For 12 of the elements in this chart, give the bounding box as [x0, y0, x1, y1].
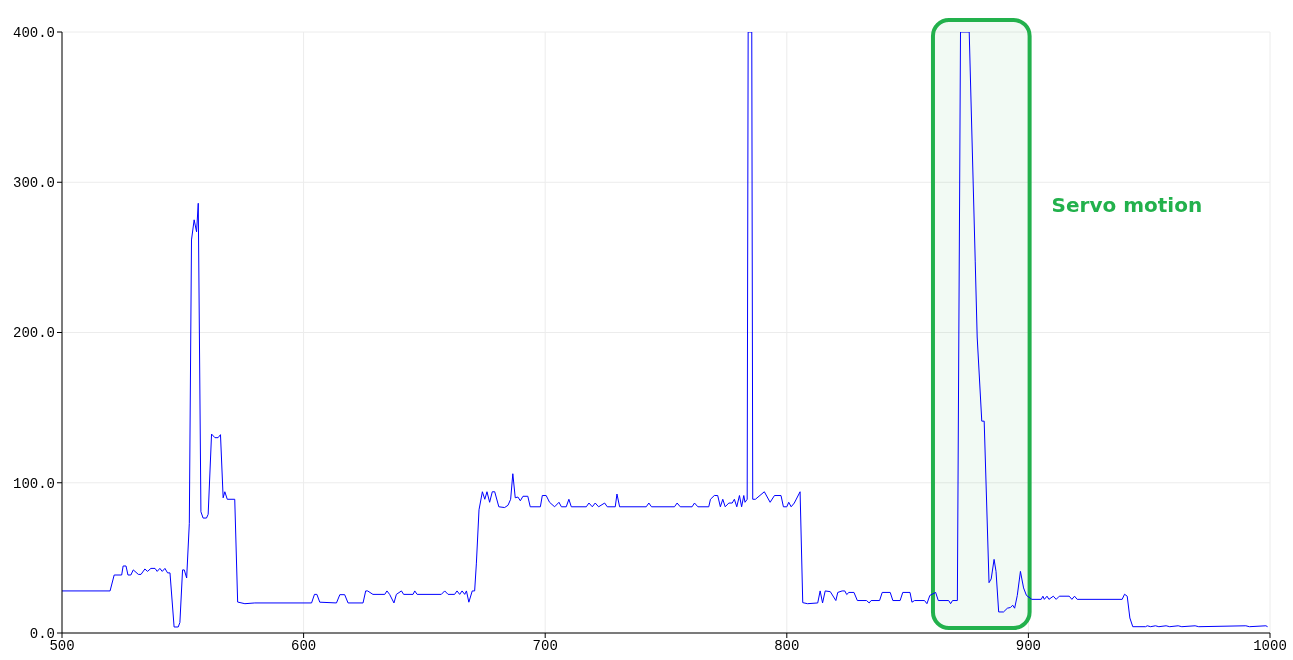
y-tick-label: 200.0 [12, 325, 55, 342]
x-tick-label: 900 [1015, 637, 1042, 654]
band-label: Servo motion [1051, 193, 1203, 217]
x-tick-label: 700 [532, 637, 558, 654]
x-tick-label: 800 [774, 637, 800, 654]
y-tick-label: 100.0 [12, 475, 55, 492]
y-tick-label: 400.0 [12, 24, 55, 41]
x-tick-label: 600 [290, 637, 317, 654]
rounded-outline: Servo motion [930, 18, 1203, 630]
y-tick-label: 300.0 [12, 175, 55, 192]
x-tick-label: 1000 [1253, 637, 1287, 654]
x-tick-label: 500 [49, 637, 75, 654]
